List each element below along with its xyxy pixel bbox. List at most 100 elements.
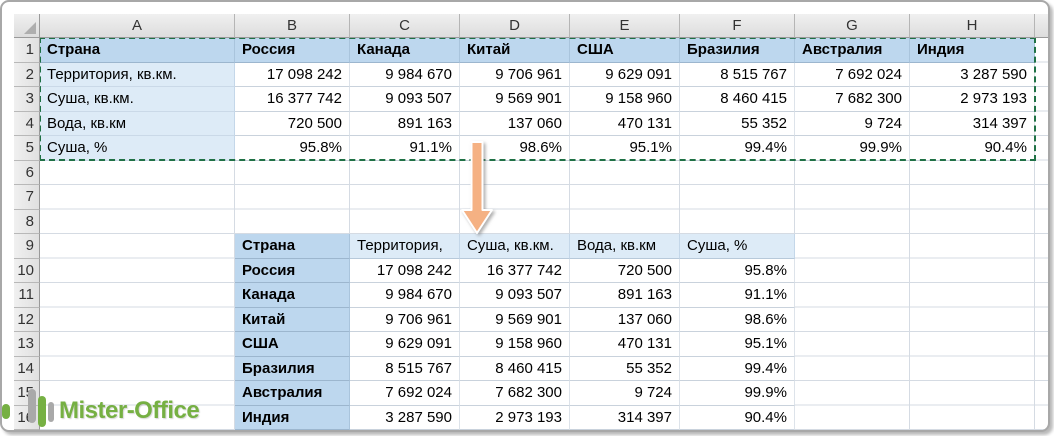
source-value-cell[interactable]: 9 706 961 bbox=[460, 62, 570, 87]
column-header-H[interactable]: H bbox=[910, 14, 1035, 38]
row-header-7[interactable]: 7 bbox=[14, 185, 40, 210]
source-value-cell[interactable]: 9 984 670 bbox=[350, 62, 460, 87]
transposed-value-cell[interactable]: 3 287 590 bbox=[350, 405, 460, 430]
source-header-cell[interactable]: Китай bbox=[460, 38, 570, 63]
source-value-cell[interactable]: 7 682 300 bbox=[795, 87, 910, 112]
source-value-cell[interactable]: 16 377 742 bbox=[235, 87, 350, 112]
transposed-value-cell[interactable]: 99.9% bbox=[680, 381, 795, 406]
source-row-label[interactable]: Территория, кв.км. bbox=[40, 62, 235, 87]
row-header-5[interactable]: 5 bbox=[14, 136, 40, 161]
transposed-row-label[interactable]: Индия bbox=[235, 405, 350, 430]
transposed-value-cell[interactable]: 9 569 901 bbox=[460, 307, 570, 332]
transposed-value-cell[interactable]: 17 098 242 bbox=[350, 258, 460, 283]
column-header-A[interactable]: A bbox=[40, 14, 235, 38]
source-value-cell[interactable]: 9 158 960 bbox=[570, 87, 680, 112]
transposed-header-cell[interactable]: Страна bbox=[235, 234, 350, 259]
transposed-row-label[interactable]: Австралия bbox=[235, 381, 350, 406]
select-all-corner[interactable] bbox=[14, 14, 40, 38]
transposed-value-cell[interactable]: 90.4% bbox=[680, 405, 795, 430]
source-value-cell[interactable]: 17 098 242 bbox=[235, 62, 350, 87]
source-value-cell[interactable]: 8 515 767 bbox=[680, 62, 795, 87]
source-value-cell[interactable]: 55 352 bbox=[680, 111, 795, 136]
source-value-cell[interactable]: 470 131 bbox=[570, 111, 680, 136]
source-row-label[interactable]: Вода, кв.км bbox=[40, 111, 235, 136]
transposed-value-cell[interactable]: 8 515 767 bbox=[350, 356, 460, 381]
row-header-8[interactable]: 8 bbox=[14, 209, 40, 234]
transposed-value-cell[interactable]: 470 131 bbox=[570, 332, 680, 357]
column-header-B[interactable]: B bbox=[235, 14, 350, 38]
transposed-header-cell[interactable]: Суша, кв.км. bbox=[460, 234, 570, 259]
row-header-6[interactable]: 6 bbox=[14, 160, 40, 185]
transposed-value-cell[interactable]: 8 460 415 bbox=[460, 356, 570, 381]
source-value-cell[interactable]: 8 460 415 bbox=[680, 87, 795, 112]
transposed-value-cell[interactable]: 137 060 bbox=[570, 307, 680, 332]
source-header-cell[interactable]: США bbox=[570, 38, 680, 63]
source-value-cell[interactable]: 95.1% bbox=[570, 136, 680, 161]
source-header-cell[interactable]: Россия bbox=[235, 38, 350, 63]
row-header-11[interactable]: 11 bbox=[14, 283, 40, 308]
source-value-cell[interactable]: 9 629 091 bbox=[570, 62, 680, 87]
source-value-cell[interactable]: 314 397 bbox=[910, 111, 1035, 136]
row-header-9[interactable]: 9 bbox=[14, 234, 40, 259]
row-header-14[interactable]: 14 bbox=[14, 356, 40, 381]
source-header-cell[interactable]: Австралия bbox=[795, 38, 910, 63]
row-header-1[interactable]: 1 bbox=[14, 38, 40, 63]
source-value-cell[interactable]: 891 163 bbox=[350, 111, 460, 136]
source-value-cell[interactable]: 7 692 024 bbox=[795, 62, 910, 87]
row-header-3[interactable]: 3 bbox=[14, 87, 40, 112]
source-value-cell[interactable]: 99.4% bbox=[680, 136, 795, 161]
source-row-label[interactable]: Суша, % bbox=[40, 136, 235, 161]
source-value-cell[interactable]: 2 973 193 bbox=[910, 87, 1035, 112]
transposed-row-label[interactable]: Бразилия bbox=[235, 356, 350, 381]
transposed-value-cell[interactable]: 9 706 961 bbox=[350, 307, 460, 332]
source-value-cell[interactable]: 3 287 590 bbox=[910, 62, 1035, 87]
transposed-value-cell[interactable]: 9 158 960 bbox=[460, 332, 570, 357]
cells-area[interactable]: Страна Россия Канада Китай США Бразилия Австра… bbox=[40, 38, 1048, 430]
transposed-value-cell[interactable]: 720 500 bbox=[570, 258, 680, 283]
column-header-E[interactable]: E bbox=[570, 14, 680, 38]
transposed-value-cell[interactable]: 95.8% bbox=[680, 258, 795, 283]
transposed-row-label[interactable]: Канада bbox=[235, 283, 350, 308]
transposed-value-cell[interactable]: 16 377 742 bbox=[460, 258, 570, 283]
source-header-cell[interactable]: Бразилия bbox=[680, 38, 795, 63]
transposed-value-cell[interactable]: 91.1% bbox=[680, 283, 795, 308]
source-value-cell[interactable]: 91.1% bbox=[350, 136, 460, 161]
transposed-value-cell[interactable]: 7 692 024 bbox=[350, 381, 460, 406]
row-header-12[interactable]: 12 bbox=[14, 307, 40, 332]
transposed-value-cell[interactable]: 9 093 507 bbox=[460, 283, 570, 308]
transposed-value-cell[interactable]: 99.4% bbox=[680, 356, 795, 381]
source-value-cell[interactable]: 90.4% bbox=[910, 136, 1035, 161]
source-value-cell[interactable]: 9 093 507 bbox=[350, 87, 460, 112]
source-value-cell[interactable]: 9 724 bbox=[795, 111, 910, 136]
transposed-value-cell[interactable]: 9 724 bbox=[570, 381, 680, 406]
transposed-row-label[interactable]: Китай bbox=[235, 307, 350, 332]
transposed-value-cell[interactable]: 9 629 091 bbox=[350, 332, 460, 357]
column-header-C[interactable]: C bbox=[350, 14, 460, 38]
transpose-arrow-icon[interactable] bbox=[459, 140, 495, 236]
row-header-4[interactable]: 4 bbox=[14, 111, 40, 136]
source-header-cell[interactable]: Индия bbox=[910, 38, 1035, 63]
transposed-value-cell[interactable]: 314 397 bbox=[570, 405, 680, 430]
transposed-header-cell[interactable]: Территория, bbox=[350, 234, 460, 259]
source-value-cell[interactable]: 99.9% bbox=[795, 136, 910, 161]
row-header-2[interactable]: 2 bbox=[14, 62, 40, 87]
transposed-value-cell[interactable]: 9 984 670 bbox=[350, 283, 460, 308]
transposed-row-label[interactable]: США bbox=[235, 332, 350, 357]
source-value-cell[interactable]: 137 060 bbox=[460, 111, 570, 136]
column-header-G[interactable]: G bbox=[795, 14, 910, 38]
transposed-value-cell[interactable]: 55 352 bbox=[570, 356, 680, 381]
source-value-cell[interactable]: 720 500 bbox=[235, 111, 350, 136]
transposed-header-cell[interactable]: Вода, кв.км bbox=[570, 234, 680, 259]
source-header-cell[interactable]: Страна bbox=[40, 38, 235, 63]
transposed-value-cell[interactable]: 95.1% bbox=[680, 332, 795, 357]
transposed-value-cell[interactable]: 7 682 300 bbox=[460, 381, 570, 406]
transposed-value-cell[interactable]: 98.6% bbox=[680, 307, 795, 332]
transposed-row-label[interactable]: Россия bbox=[235, 258, 350, 283]
transposed-value-cell[interactable]: 891 163 bbox=[570, 283, 680, 308]
row-header-10[interactable]: 10 bbox=[14, 258, 40, 283]
source-header-cell[interactable]: Канада bbox=[350, 38, 460, 63]
row-header-13[interactable]: 13 bbox=[14, 332, 40, 357]
source-row-label[interactable]: Суша, кв.км. bbox=[40, 87, 235, 112]
transposed-value-cell[interactable]: 2 973 193 bbox=[460, 405, 570, 430]
source-value-cell[interactable]: 95.8% bbox=[235, 136, 350, 161]
